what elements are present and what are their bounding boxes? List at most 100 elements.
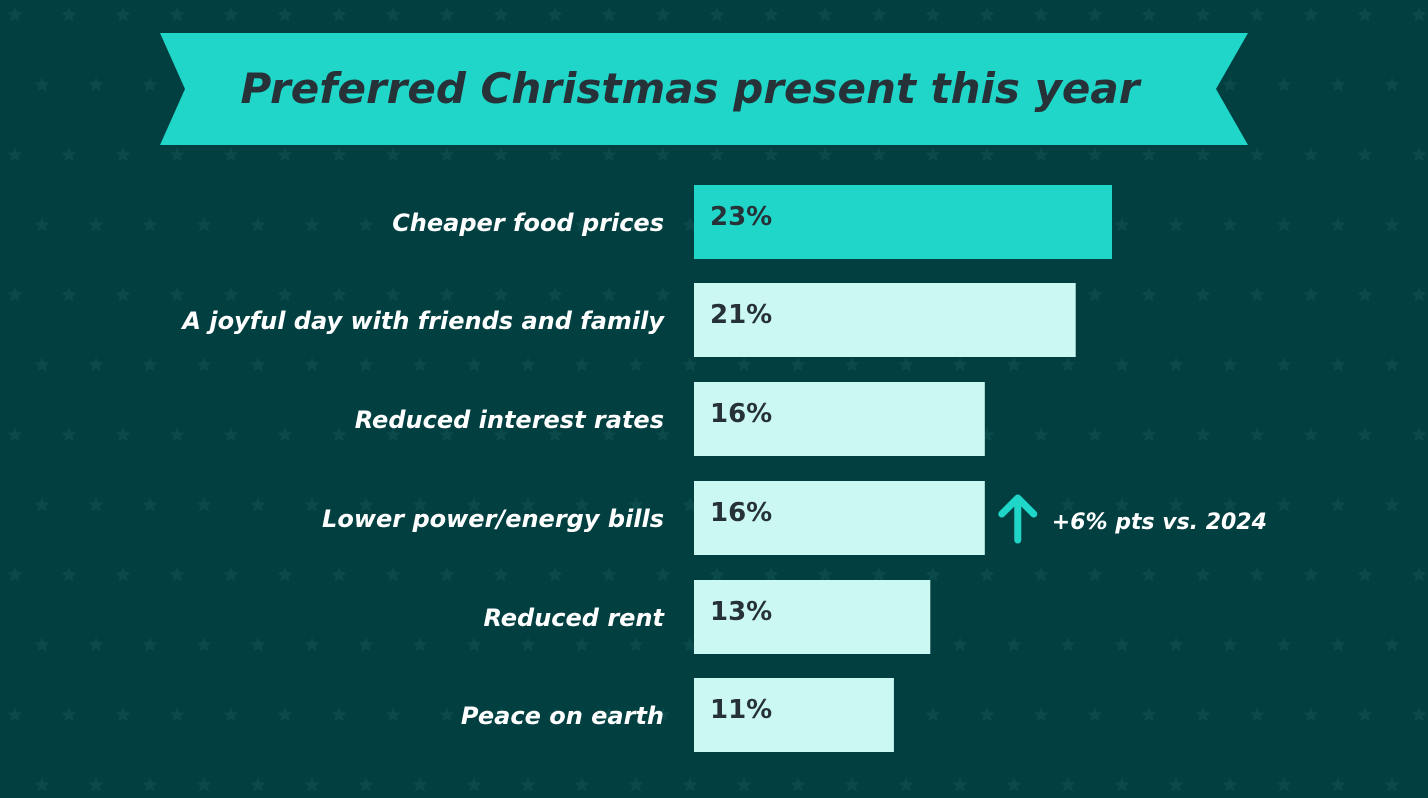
star-decoration bbox=[601, 287, 617, 302]
star-decoration bbox=[898, 777, 914, 792]
star-decoration bbox=[1141, 707, 1157, 722]
star-decoration bbox=[1114, 357, 1130, 372]
star-decoration bbox=[1168, 357, 1184, 372]
star-decoration bbox=[1222, 77, 1238, 92]
value-label: 13% bbox=[710, 597, 772, 627]
star-decoration bbox=[709, 147, 725, 162]
bars bbox=[694, 185, 1112, 752]
star-decoration bbox=[466, 497, 482, 512]
star-decoration bbox=[1168, 637, 1184, 652]
star-decoration bbox=[466, 217, 482, 232]
star-decoration bbox=[655, 427, 671, 442]
star-decoration bbox=[304, 357, 320, 372]
star-decoration bbox=[304, 497, 320, 512]
star-decoration bbox=[331, 567, 347, 582]
star-decoration bbox=[655, 567, 671, 582]
star-decoration bbox=[1303, 707, 1319, 722]
bar bbox=[694, 678, 894, 752]
star-decoration bbox=[142, 77, 158, 92]
star-decoration bbox=[7, 147, 23, 162]
star-decoration bbox=[412, 777, 428, 792]
title-ribbon: Preferred Christmas present this year bbox=[160, 33, 1248, 145]
star-decoration bbox=[574, 777, 590, 792]
star-decoration bbox=[1384, 777, 1400, 792]
star-decoration bbox=[1357, 567, 1373, 582]
star-decoration bbox=[34, 497, 50, 512]
star-decoration bbox=[277, 287, 293, 302]
star-decoration bbox=[493, 7, 509, 22]
star-decoration bbox=[1087, 427, 1103, 442]
star-decoration bbox=[1114, 637, 1130, 652]
star-decoration bbox=[385, 287, 401, 302]
star-decoration bbox=[223, 287, 239, 302]
category-label: Peace on earth bbox=[461, 702, 664, 730]
star-decoration bbox=[34, 217, 50, 232]
star-decoration bbox=[169, 427, 185, 442]
up-arrow-icon bbox=[998, 494, 1038, 544]
star-decoration bbox=[871, 567, 887, 582]
star-decoration bbox=[1195, 567, 1211, 582]
star-decoration bbox=[385, 147, 401, 162]
chart-title: Preferred Christmas present this year bbox=[241, 64, 1142, 113]
star-decoration bbox=[763, 567, 779, 582]
value-label: 16% bbox=[710, 399, 772, 429]
star-decoration bbox=[1168, 777, 1184, 792]
star-decoration bbox=[1033, 707, 1049, 722]
star-decoration bbox=[61, 7, 77, 22]
star-decoration bbox=[1276, 497, 1292, 512]
star-decoration bbox=[1033, 567, 1049, 582]
star-decoration bbox=[682, 777, 698, 792]
star-decoration bbox=[7, 287, 23, 302]
star-decoration bbox=[844, 777, 860, 792]
star-decoration bbox=[1222, 637, 1238, 652]
star-decoration bbox=[952, 777, 968, 792]
star-decoration bbox=[115, 707, 131, 722]
star-decoration bbox=[1168, 497, 1184, 512]
star-decoration bbox=[88, 497, 104, 512]
star-decoration bbox=[277, 707, 293, 722]
star-decoration bbox=[1195, 287, 1211, 302]
category-label: Reduced interest rates bbox=[355, 406, 664, 434]
star-decoration bbox=[1195, 427, 1211, 442]
star-decoration bbox=[331, 707, 347, 722]
star-decoration bbox=[1330, 217, 1346, 232]
star-decoration bbox=[250, 637, 266, 652]
star-decoration bbox=[142, 357, 158, 372]
star-decoration bbox=[115, 7, 131, 22]
star-decoration bbox=[1033, 427, 1049, 442]
star-decoration bbox=[1276, 637, 1292, 652]
star-decoration bbox=[277, 147, 293, 162]
star-decoration bbox=[169, 567, 185, 582]
star-decoration bbox=[88, 637, 104, 652]
star-decoration bbox=[1141, 7, 1157, 22]
star-decoration bbox=[7, 7, 23, 22]
star-decoration bbox=[817, 567, 833, 582]
star-decoration bbox=[88, 777, 104, 792]
star-decoration bbox=[250, 497, 266, 512]
star-decoration bbox=[115, 287, 131, 302]
star-decoration bbox=[1222, 217, 1238, 232]
category-label: Cheaper food prices bbox=[392, 209, 664, 237]
star-decoration bbox=[1033, 147, 1049, 162]
star-decoration bbox=[142, 637, 158, 652]
star-decoration bbox=[1330, 637, 1346, 652]
star-decoration bbox=[1114, 217, 1130, 232]
star-decoration bbox=[1303, 567, 1319, 582]
star-decoration bbox=[1303, 427, 1319, 442]
star-decoration bbox=[601, 427, 617, 442]
value-label: 11% bbox=[710, 695, 772, 725]
star-decoration bbox=[223, 147, 239, 162]
star-decoration bbox=[196, 497, 212, 512]
star-decoration bbox=[574, 497, 590, 512]
category-label: A joyful day with friends and family bbox=[180, 307, 665, 335]
star-decoration bbox=[628, 637, 644, 652]
star-decoration bbox=[1330, 357, 1346, 372]
star-decoration bbox=[520, 497, 536, 512]
star-decoration bbox=[277, 7, 293, 22]
star-decoration bbox=[520, 217, 536, 232]
star-decoration bbox=[34, 777, 50, 792]
star-decoration bbox=[1357, 7, 1373, 22]
star-decoration bbox=[412, 357, 428, 372]
star-decoration bbox=[1330, 497, 1346, 512]
star-decoration bbox=[628, 777, 644, 792]
